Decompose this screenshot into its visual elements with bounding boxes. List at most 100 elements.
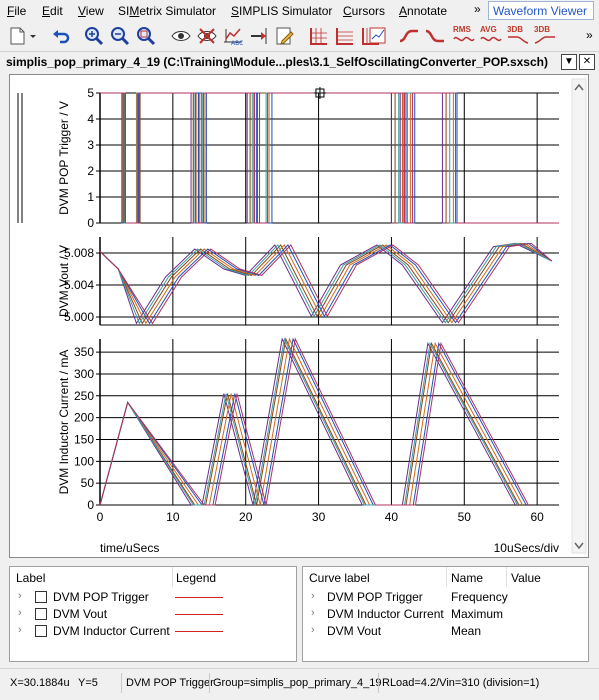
new-icon[interactable]: [6, 25, 28, 47]
svg-text:ABC: ABC: [231, 40, 243, 47]
legend-line-swatch: [175, 631, 223, 632]
status-group: Group=simplis_pop_primary_4_19: [213, 677, 382, 689]
marker-icon[interactable]: [248, 25, 270, 47]
edit-icon[interactable]: [274, 25, 296, 47]
trigger-trace[interactable]: [100, 92, 559, 224]
eye-icon[interactable]: [170, 25, 192, 47]
vout-trace[interactable]: [99, 242, 552, 325]
chevron-right-icon[interactable]: ›: [311, 590, 315, 602]
grid-icon[interactable]: [308, 25, 330, 47]
status-bar: X=30.1884u Y=5 DVM POP Trigger Group=sim…: [0, 668, 599, 700]
menu-simplis-simulator[interactable]: SIMPLIS Simulator: [231, 4, 333, 18]
measurement-row[interactable]: › DVM Vout Mean: [303, 623, 588, 640]
trigger-tick-label: 4: [87, 112, 94, 126]
legend-row[interactable]: › DVM Inductor Current: [10, 623, 296, 640]
trigger-trace[interactable]: [100, 92, 559, 224]
vout-trace[interactable]: [99, 242, 552, 325]
avg-icon[interactable]: AVG: [480, 25, 502, 44]
vout-trace[interactable]: [99, 242, 553, 325]
legend-row[interactable]: › DVM POP Trigger: [10, 589, 296, 606]
viewer-selector[interactable]: Waveform Viewer: [488, 1, 594, 20]
dropdown-arrow-icon[interactable]: [28, 25, 38, 47]
current-trace[interactable]: [99, 337, 518, 506]
meas-header-value: Value: [511, 571, 541, 585]
measurement-row[interactable]: › DVM POP Trigger Frequency: [303, 589, 588, 606]
vertical-scrollbar: [571, 78, 587, 554]
menu-file[interactable]: File: [7, 4, 27, 18]
trigger-tick-label: 2: [87, 164, 94, 178]
trigger-tick-label: 3: [87, 138, 94, 152]
x-tick-label: 40: [385, 510, 399, 524]
label-icon[interactable]: ABC: [222, 25, 244, 47]
chevron-right-icon[interactable]: ›: [18, 624, 22, 636]
eye-hide-icon[interactable]: [196, 25, 218, 47]
x-tick-label: 10: [166, 510, 180, 524]
trigger-tick-label: 0: [87, 216, 94, 230]
meas-curve-label: DVM POP Trigger: [327, 590, 423, 604]
current-tick-label: 50: [81, 476, 95, 490]
menu-simetrix-simulator[interactable]: SIMetrix Simulator: [118, 4, 217, 18]
close-icon[interactable]: ✕: [579, 54, 595, 70]
menu-annotate[interactable]: Annotate: [399, 4, 448, 18]
legend-row[interactable]: › DVM Vout: [10, 606, 296, 623]
menu-cursors[interactable]: Cursors: [343, 4, 386, 18]
rms-icon[interactable]: RMS: [453, 25, 475, 44]
chevron-right-icon[interactable]: ›: [18, 590, 22, 602]
trigger-trace[interactable]: [100, 92, 559, 224]
current-tick-label: 0: [87, 498, 94, 512]
legend-checkbox[interactable]: [35, 591, 47, 603]
current-trace[interactable]: [99, 337, 520, 506]
x-tick-label: 50: [458, 510, 472, 524]
undo-icon[interactable]: [50, 25, 72, 47]
trigger-ylabel: DVM POP Trigger / V: [57, 101, 71, 215]
trigger-tick-label: 5: [87, 86, 94, 100]
menu-overflow-chevron[interactable]: »: [474, 2, 481, 16]
trigger-subplot: 0 1 2 3 4 5 DVM POP Trigger / V: [57, 86, 559, 230]
zoom-fit-icon[interactable]: [135, 25, 157, 47]
plot-area[interactable]: 0 1 2 3 4 5 DVM POP Trigger / V 5.000 5.004 5.00…: [9, 74, 589, 558]
measurement-panel: Curve label Name Value › DVM POP Trigger…: [302, 566, 589, 662]
3db-icon[interactable]: 3DB: [507, 25, 529, 44]
meas-header-curve-label: Curve label: [309, 571, 370, 585]
current-tick-label: 300: [74, 367, 94, 381]
toolbar-overflow-chevron[interactable]: »: [586, 28, 593, 42]
trigger-trace[interactable]: [100, 92, 559, 224]
current-trace[interactable]: [99, 337, 524, 506]
meas-curve-label: DVM Vout: [327, 624, 382, 638]
current-trace[interactable]: [99, 337, 527, 506]
current-trace[interactable]: [99, 337, 529, 506]
current-trace[interactable]: [99, 337, 516, 506]
trigger-trace[interactable]: [100, 92, 559, 224]
menu-view[interactable]: View: [78, 4, 104, 18]
measurement-row[interactable]: › DVM Inductor Current Maximum: [303, 606, 588, 623]
chevron-right-icon[interactable]: ›: [311, 607, 315, 619]
fall-icon[interactable]: [424, 25, 446, 47]
trigger-trace[interactable]: [100, 92, 559, 224]
meas-name: Frequency: [451, 590, 508, 604]
vout-trace[interactable]: [99, 242, 553, 325]
vout-trace[interactable]: [99, 242, 552, 325]
zoom-out-icon[interactable]: [109, 25, 131, 47]
legend-checkbox[interactable]: [35, 625, 47, 637]
tab-menu-down-icon[interactable]: ▼: [561, 54, 577, 70]
vout-trace[interactable]: [99, 242, 552, 325]
toolbar: ABC RMS AVG 3DB 3DB »: [0, 22, 599, 50]
graph-title: simplis_pop_primary_4_19 (C:\Training\Mo…: [6, 55, 548, 69]
current-tick-label: 100: [74, 454, 94, 468]
current-ylabel: DVM Inductor Current / mA: [57, 350, 71, 495]
zoom-in-icon[interactable]: [83, 25, 105, 47]
vout-tick-label: 5.004: [64, 278, 94, 292]
meas-curve-label: DVM Inductor Current: [327, 607, 444, 621]
menu-edit[interactable]: Edit: [42, 4, 63, 18]
rise-icon[interactable]: [398, 25, 420, 47]
3db2-icon[interactable]: 3DB: [534, 25, 556, 44]
grid2-icon[interactable]: [334, 25, 356, 47]
chevron-right-icon[interactable]: ›: [311, 624, 315, 636]
legend-checkbox[interactable]: [35, 608, 47, 620]
x-tick-label: 60: [530, 510, 544, 524]
chart-icon[interactable]: [367, 25, 389, 47]
x-div-label: 10uSecs/div: [494, 541, 559, 555]
chevron-right-icon[interactable]: ›: [18, 607, 22, 619]
